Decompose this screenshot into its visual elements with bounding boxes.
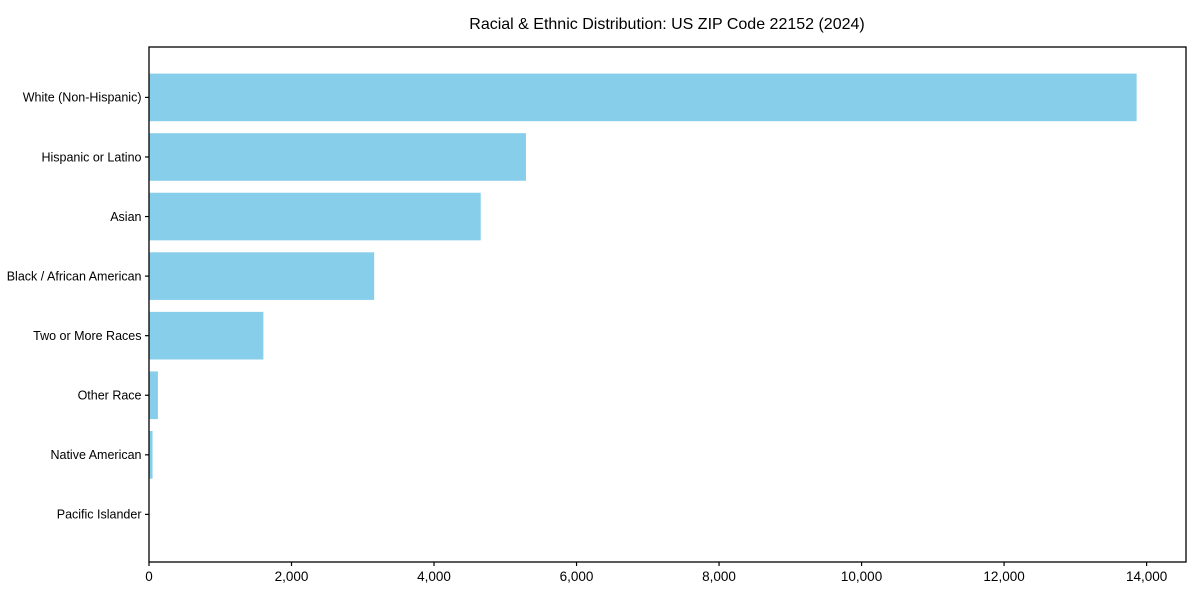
bar	[149, 192, 481, 241]
bars-layer	[149, 73, 1137, 479]
bar	[149, 73, 1137, 122]
bar	[149, 431, 153, 479]
bar	[149, 311, 264, 360]
x-tick-label: 0	[145, 569, 153, 584]
y-tick-label: Asian	[110, 210, 141, 224]
plot-border	[148, 46, 1187, 563]
x-tick-label: 6,000	[560, 569, 594, 584]
bar	[149, 371, 158, 420]
axes-layer: 0 2,000 4,000 6,000 8,000 10,000 12,000 14,000 W…	[7, 46, 1187, 584]
bar	[149, 133, 526, 181]
x-tick-label: 12,000	[983, 569, 1024, 584]
y-tick-label: Two or More Races	[33, 329, 141, 343]
chart-title: Racial & Ethnic Distribution: US ZIP Cod…	[469, 16, 864, 33]
y-tick-label: Black / African American	[7, 269, 142, 283]
x-tick-label: 2,000	[275, 569, 309, 584]
y-tick-label: Pacific Islander	[57, 508, 142, 522]
x-tick-label: 14,000	[1126, 569, 1167, 584]
bar	[149, 252, 375, 300]
x-tick-label: 4,000	[417, 569, 451, 584]
y-tick-label: Native American	[50, 448, 141, 462]
x-tick-label: 10,000	[841, 569, 882, 584]
y-tick-label: Other Race	[78, 389, 142, 403]
y-tick-label: White (Non-Hispanic)	[23, 91, 142, 105]
y-tick-label: Hispanic or Latino	[41, 150, 141, 164]
x-tick-label: 8,000	[702, 569, 736, 584]
